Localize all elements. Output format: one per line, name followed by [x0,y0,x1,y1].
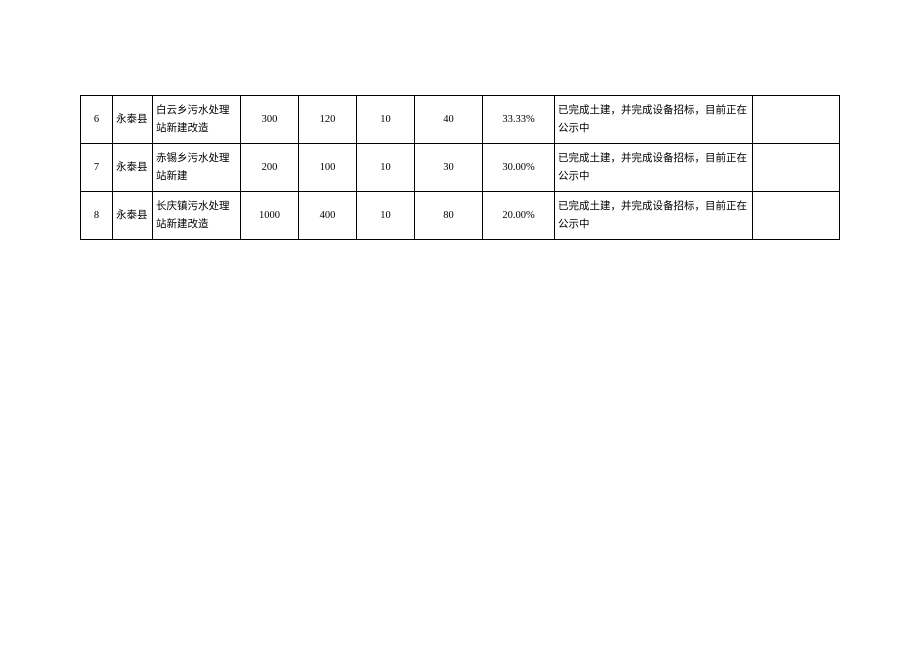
cell-n4: 80 [415,192,483,240]
cell-n4: 30 [415,144,483,192]
cell-county: 永泰县 [113,96,153,144]
cell-idx: 7 [81,144,113,192]
cell-pct: 30.00% [483,144,555,192]
project-table: 6 永泰县 白云乡污水处理站新建改造 300 120 10 40 33.33% … [80,95,840,240]
cell-county: 永泰县 [113,192,153,240]
table-body: 6 永泰县 白云乡污水处理站新建改造 300 120 10 40 33.33% … [81,96,840,240]
cell-pct: 20.00% [483,192,555,240]
cell-n1: 1000 [241,192,299,240]
cell-county: 永泰县 [113,144,153,192]
cell-n2: 400 [299,192,357,240]
cell-n2: 120 [299,96,357,144]
cell-project: 白云乡污水处理站新建改造 [153,96,241,144]
cell-note: 已完成土建，并完成设备招标，目前正在公示中 [555,192,753,240]
cell-n3: 10 [357,192,415,240]
cell-idx: 8 [81,192,113,240]
cell-note: 已完成土建，并完成设备招标，目前正在公示中 [555,96,753,144]
table-row: 8 永泰县 长庆镇污水处理站新建改造 1000 400 10 80 20.00%… [81,192,840,240]
cell-n4: 40 [415,96,483,144]
cell-n1: 200 [241,144,299,192]
cell-last [753,96,840,144]
cell-last [753,192,840,240]
cell-last [753,144,840,192]
cell-n3: 10 [357,144,415,192]
cell-project: 赤锡乡污水处理站新建 [153,144,241,192]
cell-n3: 10 [357,96,415,144]
cell-note: 已完成土建，并完成设备招标，目前正在公示中 [555,144,753,192]
table-row: 7 永泰县 赤锡乡污水处理站新建 200 100 10 30 30.00% 已完… [81,144,840,192]
table-row: 6 永泰县 白云乡污水处理站新建改造 300 120 10 40 33.33% … [81,96,840,144]
cell-pct: 33.33% [483,96,555,144]
cell-n2: 100 [299,144,357,192]
cell-n1: 300 [241,96,299,144]
cell-project: 长庆镇污水处理站新建改造 [153,192,241,240]
cell-idx: 6 [81,96,113,144]
